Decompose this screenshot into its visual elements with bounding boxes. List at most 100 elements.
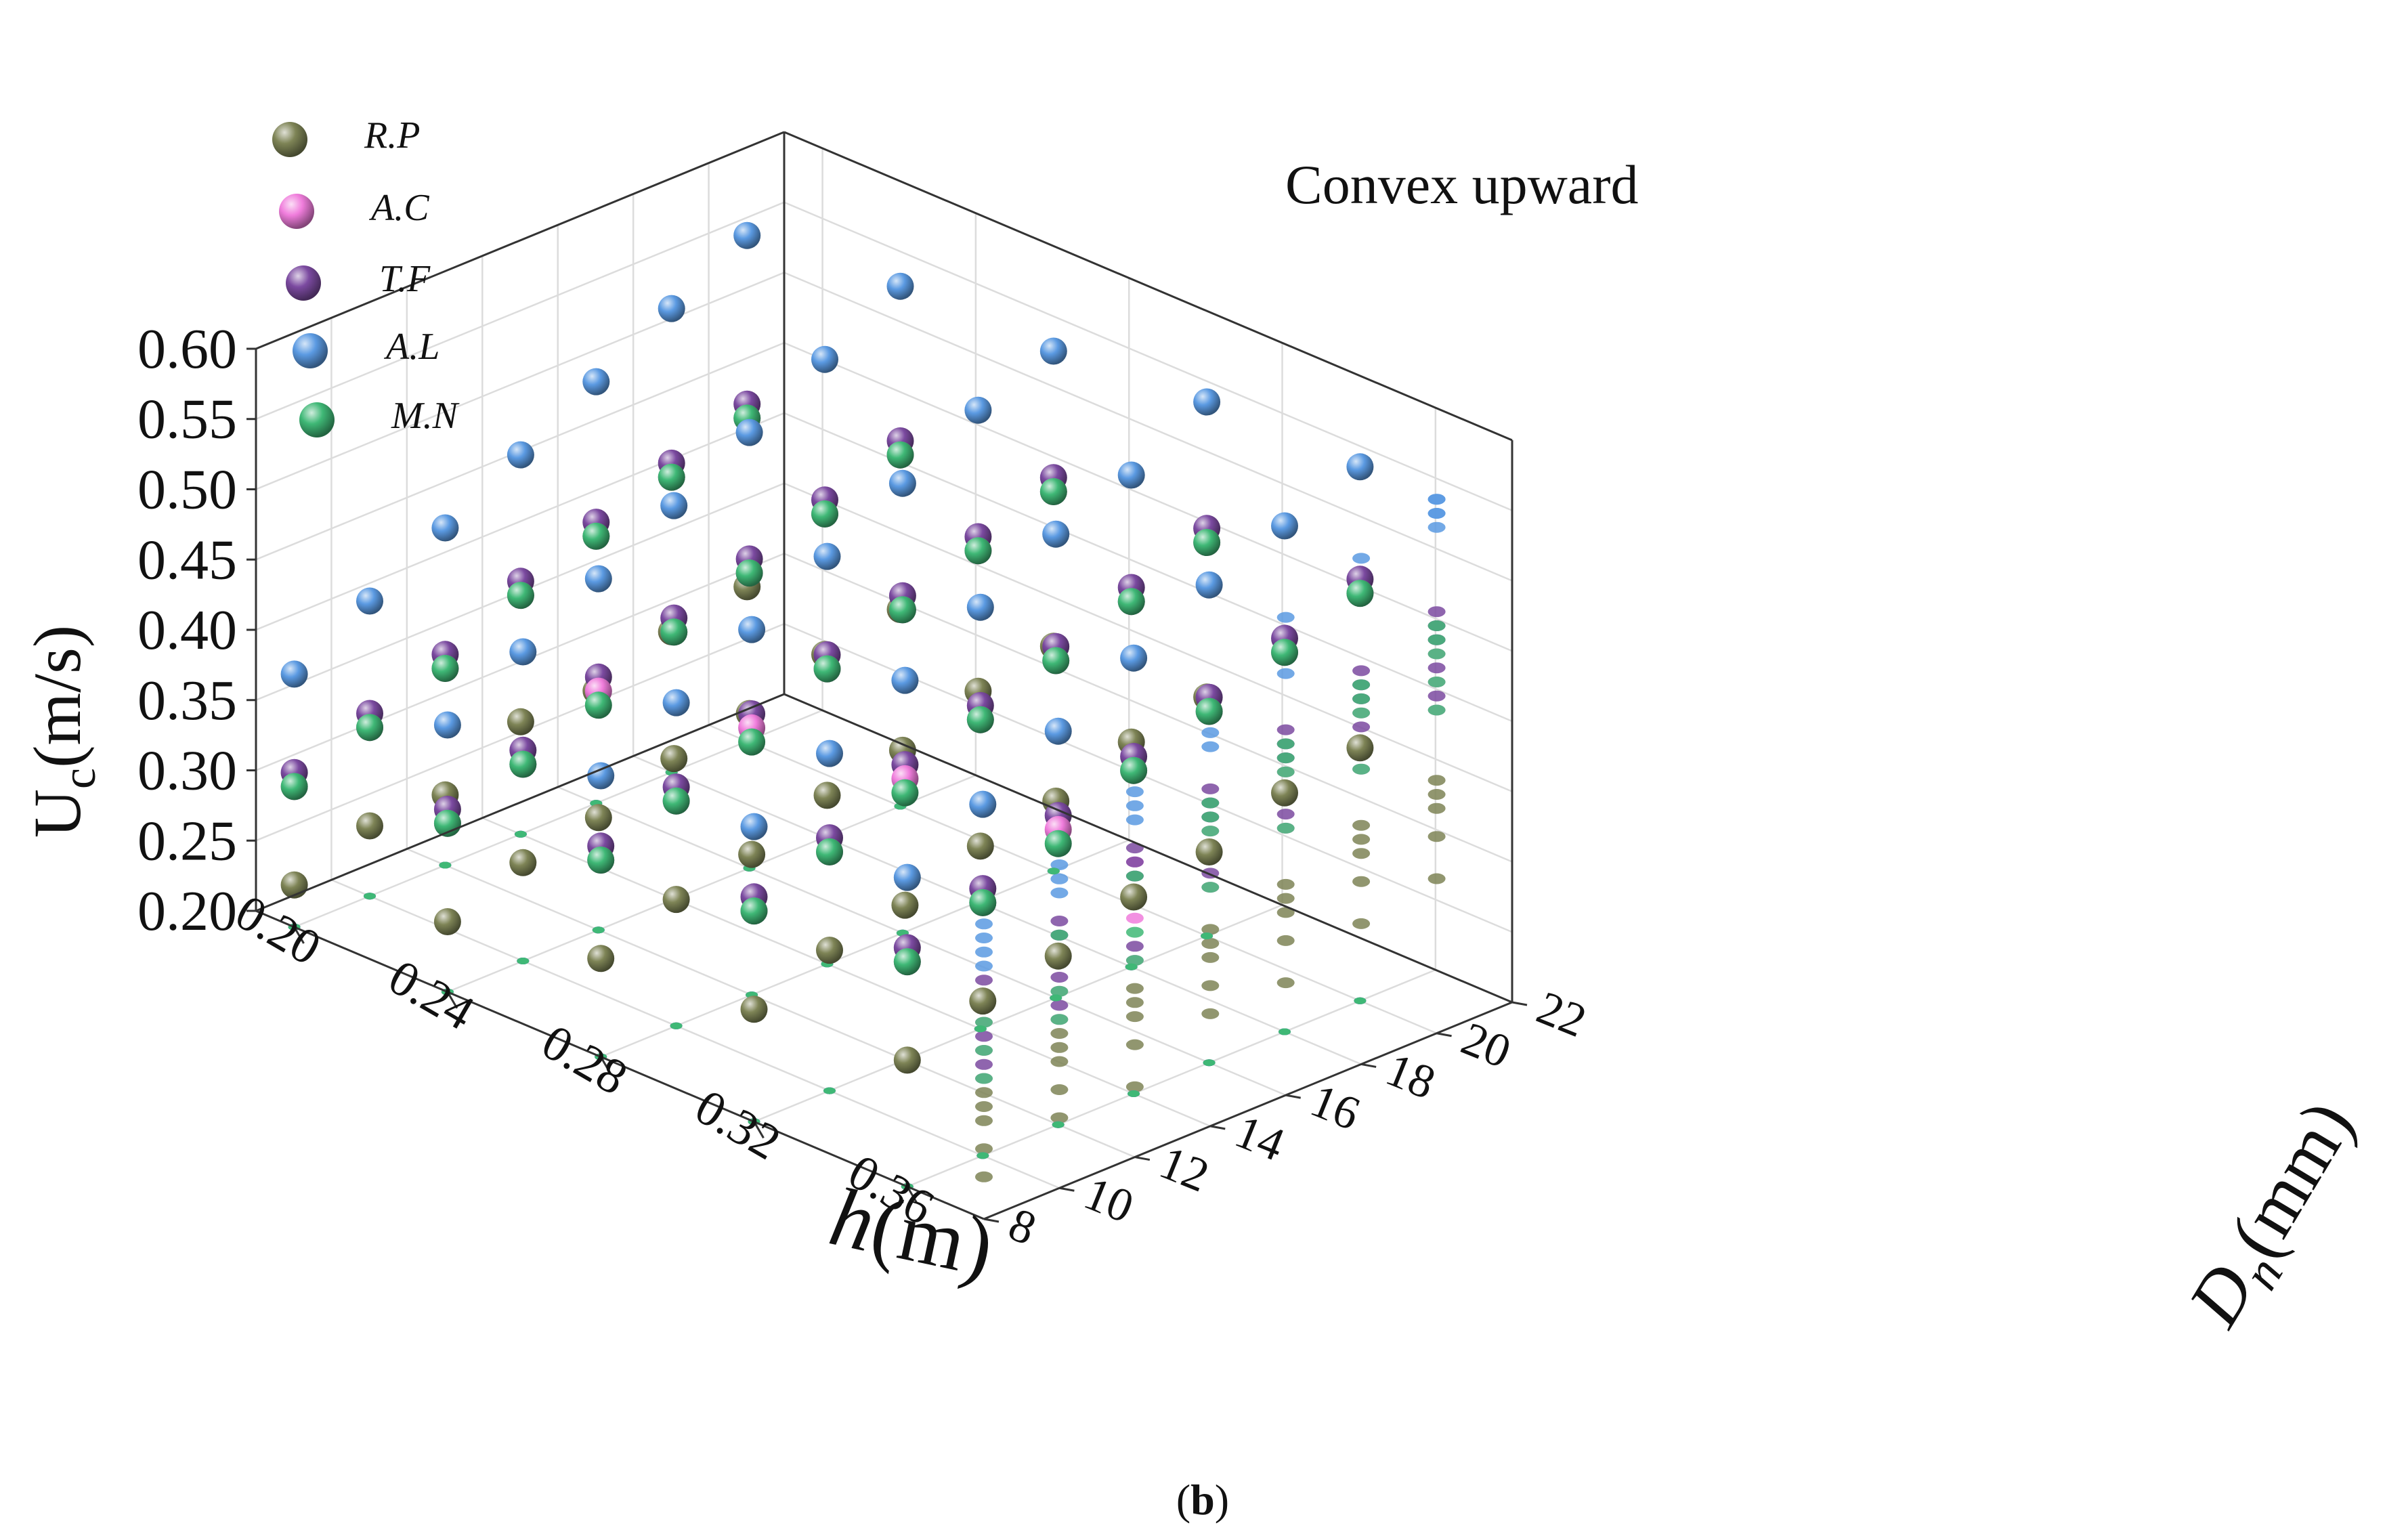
wall-projection-T.F [1050,916,1069,926]
wall-projection-R.P [975,1115,993,1126]
wall-projection-A.L [1201,727,1220,738]
floor-projection-M.N [823,1087,836,1094]
dn-tick-mark [1059,1186,1075,1192]
floor-projection-M.N [364,893,376,900]
data-point-A.L [735,419,763,446]
wall-projection-R.P [1352,834,1371,845]
data-point-M.N [662,787,690,815]
z-tick-label: 0.30 [137,740,237,803]
wall-projection-R.P [1276,977,1295,989]
data-point-R.P [1120,883,1148,911]
figure-caption-close: ) [1215,1476,1229,1524]
wall-projection-R.P [975,1171,993,1182]
wall-projection-R.P [1125,983,1144,994]
data-point-A.L [811,345,838,373]
wall-projection-A.L [1352,553,1371,564]
data-point-M.N [966,706,994,733]
x-axis-title: h(m) [822,1170,1001,1294]
wall-projection-R.P [1427,789,1446,800]
data-point-A.L [1042,520,1070,548]
wall-projection-R.P [1427,803,1446,814]
data-point-A.L [582,368,610,395]
z-axis-title-sub: c [53,768,106,789]
data-point-R.P [891,891,919,919]
wall-projection-T.F [1352,665,1371,677]
wall-projection-M.N [1125,870,1144,882]
wall-projection-A.L [1125,800,1144,811]
wall-projection-R.P [1276,907,1295,918]
wall-projection-R.P [1201,938,1220,949]
floor-projection-M.N [1201,933,1213,939]
wall-projection-M.N [1125,926,1144,938]
wall-projection-M.N [1201,882,1220,893]
data-point-M.N [969,889,997,916]
data-point-A.L [658,295,685,322]
floor-projection-M.N [514,830,527,838]
data-point-A.L [507,441,534,469]
data-point-R.P [1044,942,1072,970]
wall-projection-A.L [1050,887,1069,899]
wall-projection-M.N [1276,752,1295,764]
data-point-A.L [1193,388,1221,416]
wall-projection-R.P [1352,918,1371,929]
data-point-M.N [891,779,919,807]
wall-projection-T.F [1427,690,1446,702]
z-axis-title-main: U [20,789,95,838]
data-point-A.L [1346,453,1374,481]
floor-projection-M.N [1052,1121,1065,1128]
h-tick-mark [906,1186,918,1203]
data-point-A.L [966,593,994,621]
data-point-R.P [433,908,461,935]
data-point-A.L [1039,337,1067,365]
data-point-M.N [660,618,688,646]
wall-projection-R.P [1050,1084,1069,1095]
wall-projection-T.F [1050,972,1069,983]
data-point-M.N [431,655,459,682]
data-point-A.L [893,863,921,891]
data-point-M.N [1193,529,1221,556]
floor-projection-M.N [1127,1090,1140,1097]
dn-tick-mark [1511,1001,1528,1006]
wall-projection-M.N [1276,822,1295,834]
data-point-M.N [582,522,610,550]
data-point-R.P [969,987,997,1015]
wall-projection-T.F [1427,662,1446,674]
data-point-M.N [735,559,763,587]
wall-projection-M.N [1427,648,1446,660]
data-point-R.P [1346,734,1374,762]
frame-edge [783,693,1513,1004]
z-grid-line [255,201,1513,511]
data-point-R.P [584,804,612,832]
data-point-A.L [886,272,914,300]
wall-projection-R.P [1352,819,1371,831]
wall-projection-R.P [975,1101,993,1112]
frame-edge [255,131,785,350]
floor-projection-M.N [1354,997,1367,1004]
frame-edge [255,693,785,912]
data-point-A.L [431,514,459,542]
floor-projection-M.N [517,958,530,964]
wall-projection-T.F [1276,809,1295,820]
wall-projection-R.P [975,1143,993,1155]
wall-projection-A.L [975,946,993,958]
legend-label-ac: A.C [368,187,429,229]
data-point-A.L [813,542,841,570]
wall-projection-A.L [975,933,993,943]
floor-projection-M.N [439,861,452,869]
data-point-M.N [740,897,768,925]
data-point-M.N [507,582,534,609]
data-point-R.P [507,708,534,735]
legend-label-tf: T.F [379,258,431,300]
dn-tick-mark [1436,1032,1452,1038]
floor-panel [256,694,1512,1219]
data-point-A.L [1117,461,1145,489]
wall-projection-M.N [1427,620,1446,631]
data-point-R.P [1271,779,1298,807]
legend-symbol-M.N [299,402,335,437]
data-point-A.L [280,660,308,688]
wall-projection-T.F [975,1058,993,1070]
data-point-M.N [1271,639,1298,666]
wall-projection-R.P [1427,775,1446,786]
data-point-M.N [893,948,921,976]
